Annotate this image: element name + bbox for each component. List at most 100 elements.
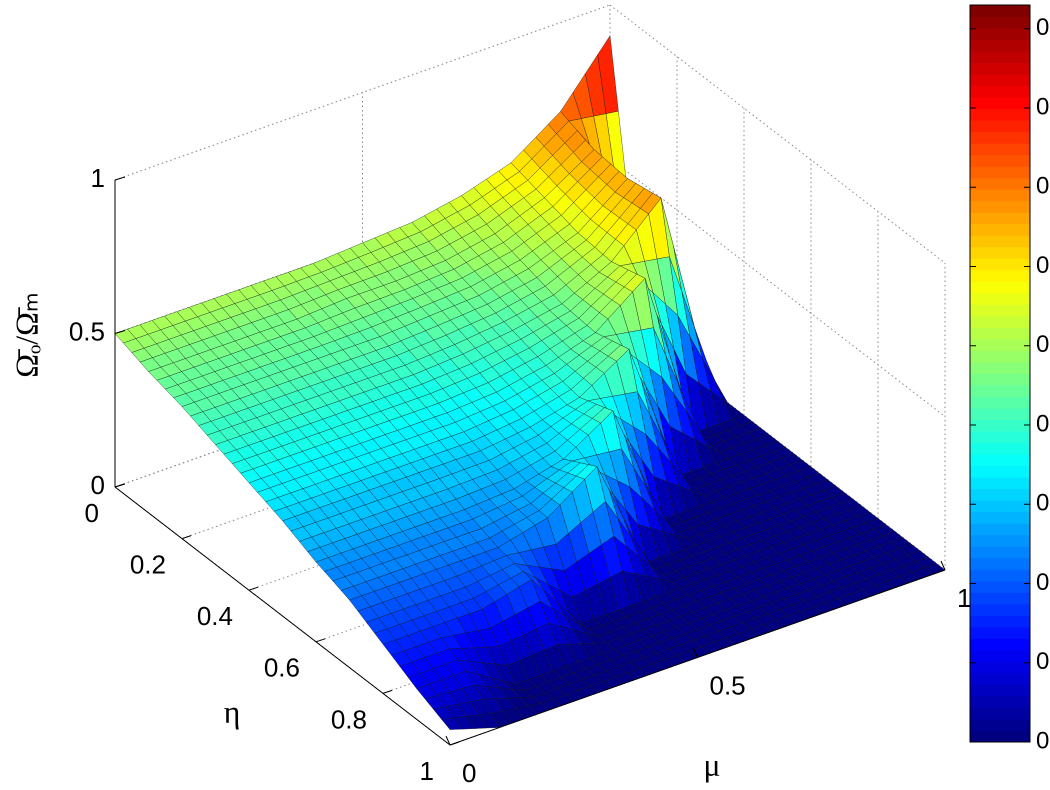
colorbar-cell <box>970 511 1030 524</box>
colorbar-cell <box>970 580 1030 593</box>
colorbar-cell <box>970 649 1030 662</box>
colorbar-tick-label: 0.9 <box>1036 14 1050 41</box>
colorbar-cell <box>970 603 1030 616</box>
z-tick <box>114 176 126 181</box>
colorbar-cell <box>970 615 1030 628</box>
colorbar-tick-label: 0 <box>1036 727 1049 754</box>
y-tick-label: 0.2 <box>130 549 166 579</box>
colorbar-cell <box>970 465 1030 478</box>
colorbar-cell <box>970 695 1030 708</box>
y-axis <box>114 486 451 746</box>
colorbar-cell <box>970 304 1030 317</box>
y-tick-label: 0.4 <box>197 601 233 631</box>
colorbar-cell <box>970 707 1030 720</box>
y-tick <box>382 689 393 694</box>
colorbar-cell <box>970 51 1030 64</box>
colorbar-cell <box>970 557 1030 570</box>
colorbar-cell <box>970 62 1030 75</box>
colorbar-cell <box>970 385 1030 398</box>
surface-patch <box>441 717 463 730</box>
colorbar-cell <box>970 500 1030 513</box>
y-tick-label: 1 <box>420 756 434 786</box>
colorbar-tick-label: 0.2 <box>1036 569 1050 596</box>
colorbar-tick-label: 0.1 <box>1036 648 1050 675</box>
colorbar-cell <box>970 684 1030 697</box>
colorbar-cell <box>970 108 1030 121</box>
colorbar-cell <box>970 120 1030 133</box>
y-tick <box>315 638 326 643</box>
grid-line <box>114 4 611 181</box>
x-tick <box>693 648 698 658</box>
colorbar-cell <box>970 281 1030 294</box>
colorbar-cell <box>970 143 1030 156</box>
z-tick <box>114 330 126 334</box>
colorbar-cell <box>970 16 1030 29</box>
y-tick <box>248 586 259 591</box>
y-tick-label: 0.8 <box>331 704 367 734</box>
colorbar-cell <box>970 523 1030 536</box>
colorbar-cell <box>970 442 1030 455</box>
y-tick-label: 0 <box>85 498 99 528</box>
colorbar-cell <box>970 258 1030 271</box>
colorbar-cell <box>970 338 1030 351</box>
colorbar-cell <box>970 39 1030 52</box>
y-axis-label: η <box>224 693 241 729</box>
colorbar-tick-label: 0.8 <box>1036 93 1050 120</box>
colorbar-cell <box>970 396 1030 409</box>
colorbar-cell <box>970 454 1030 467</box>
grid-line <box>609 4 946 264</box>
colorbar-cell <box>970 74 1030 87</box>
colorbar-cell <box>970 200 1030 213</box>
colorbar-tick-label: 0.3 <box>1036 490 1050 517</box>
colorbar-cell <box>970 488 1030 501</box>
colorbar-frame <box>969 4 1031 743</box>
z-tick-label: 0 <box>91 470 105 500</box>
colorbar-cell <box>970 546 1030 559</box>
colorbar-cell <box>970 177 1030 190</box>
colorbar-cell <box>970 592 1030 605</box>
z-axis-label: Ω̄ₒ/Ω̄ₘ <box>8 292 44 378</box>
colorbar-cell <box>970 189 1030 202</box>
colorbar-cell <box>970 235 1030 248</box>
z-tick-label: 0.5 <box>69 316 105 346</box>
colorbar-cell <box>970 534 1030 547</box>
colorbar-cell <box>970 131 1030 144</box>
y-tick <box>114 483 125 488</box>
colorbar-cell <box>970 672 1030 685</box>
colorbar-cell <box>970 626 1030 639</box>
colorbar-cell <box>970 212 1030 225</box>
colorbar-cell <box>970 85 1030 98</box>
colorbar-cell <box>970 350 1030 363</box>
colorbar-cell <box>970 154 1030 167</box>
colorbar-tick-label: 0.5 <box>1036 331 1050 358</box>
y-tick <box>181 535 192 540</box>
x-tick <box>445 735 451 746</box>
x-tick-label: 0 <box>462 758 476 788</box>
colorbar-cell <box>970 638 1030 651</box>
x-tick-label: 1 <box>957 583 971 613</box>
colorbar-cell <box>970 718 1030 731</box>
colorbar-cell <box>970 431 1030 444</box>
grid-line <box>609 158 946 417</box>
colorbar-tick-label: 0.6 <box>1036 252 1050 279</box>
colorbar-cell <box>970 327 1030 340</box>
colorbar-cell <box>970 97 1030 110</box>
colorbar-cell <box>970 315 1030 328</box>
z-tick-label: 1 <box>91 163 105 193</box>
colorbar-cell <box>970 223 1030 236</box>
colorbar-tick-label: 0.4 <box>1036 410 1050 437</box>
x-tick-label: 0.5 <box>710 670 746 700</box>
colorbar-cell <box>970 269 1030 282</box>
colorbar-cell <box>970 246 1030 259</box>
x-axis-label: μ <box>703 746 720 782</box>
colorbar-cell <box>970 419 1030 432</box>
y-tick-label: 0.6 <box>264 653 300 683</box>
y-tick <box>449 741 460 746</box>
colorbar-cell <box>970 661 1030 674</box>
colorbar-tick-label: 0.7 <box>1036 173 1050 200</box>
colorbar-cell <box>970 166 1030 179</box>
colorbar-cell <box>970 408 1030 421</box>
colorbar-cell <box>970 569 1030 582</box>
colorbar-cell <box>970 361 1030 374</box>
